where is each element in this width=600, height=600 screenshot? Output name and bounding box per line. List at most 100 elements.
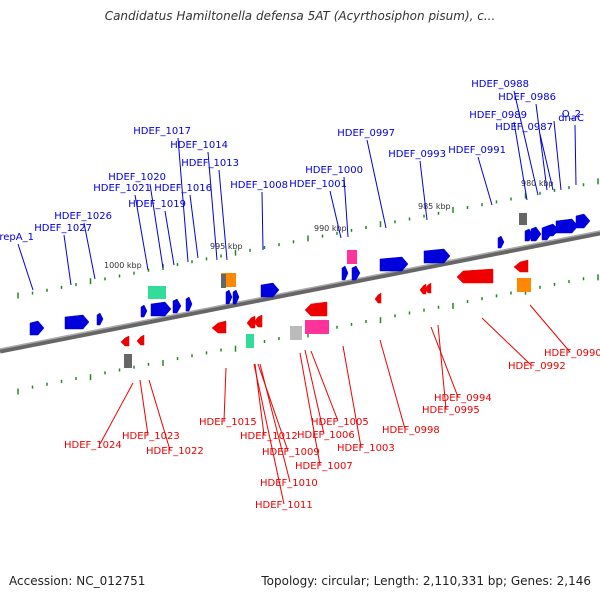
rrna-feature[interactable] [246,334,254,348]
genome-backbone [0,230,600,354]
gene-label-hdef-1022[interactable]: HDEF_1022 [146,446,204,457]
gene-label-hdef-0990[interactable]: HDEF_0990 [544,348,600,359]
reverse-gene-feature[interactable] [211,320,227,334]
gene-label-hdef-0997[interactable]: HDEF_0997 [337,128,395,139]
gene-label-hdef-0992[interactable]: HDEF_0992 [508,361,566,372]
forward-gene-feature[interactable] [29,320,45,336]
gene-label-o-2[interactable]: O_2 [562,109,581,120]
gene-label-hdef-1024[interactable]: HDEF_1024 [64,440,122,451]
gene-label-hdef-1021[interactable]: HDEF_1021 [93,183,151,194]
gene-label-hdef-1017[interactable]: HDEF_1017 [133,126,191,137]
accession-text: Accession: NC_012751 [9,574,146,588]
gene-label-hdef-1020[interactable]: HDEF_1020 [108,172,166,183]
forward-gene-feature[interactable] [225,289,233,305]
reverse-gene-feature[interactable] [136,334,145,346]
gene-label-hdef-1026[interactable]: HDEF_1026 [54,211,112,222]
gene-label-hdef-1015[interactable]: HDEF_1015 [199,417,257,428]
forward-gene-feature[interactable] [140,304,148,318]
gene-label-hdef-0995[interactable]: HDEF_0995 [422,405,480,416]
leader-line [481,317,532,366]
gene-label-hdef-0998[interactable]: HDEF_0998 [382,425,440,436]
forward-gene-feature[interactable] [64,314,90,330]
pseudo-feature[interactable] [519,213,527,225]
leader-line [310,350,339,422]
leader-line [177,137,189,263]
gene-label-hdef-1007[interactable]: HDEF_1007 [295,461,353,472]
leader-line [430,326,459,398]
forward-gene-feature[interactable] [555,218,579,234]
leader-line [539,133,554,191]
gene-label-dnac[interactable]: dnaC [558,113,584,124]
misc-feature[interactable] [517,278,531,292]
reverse-gene-feature[interactable] [120,335,130,347]
pseudo-feature[interactable] [221,274,226,288]
gene-label-hdef-1008[interactable]: HDEF_1008 [230,180,288,191]
leader-line [218,169,228,261]
gene-label-hdef-1001[interactable]: HDEF_1001 [289,179,347,190]
forward-gene-feature[interactable] [575,213,591,229]
gene-label-hdef-0988[interactable]: HDEF_0988 [471,79,529,90]
forward-gene-feature[interactable] [379,256,409,272]
leader-line [513,121,528,201]
gene-label-hdef-1019[interactable]: HDEF_1019 [128,199,186,210]
reverse-gene-feature[interactable] [246,315,256,329]
gene-label-hdef-0991[interactable]: HDEF_0991 [448,145,506,156]
misc-feature[interactable] [228,273,236,287]
gene-label-hdef-1011[interactable]: HDEF_1011 [255,500,313,511]
reverse-gene-feature[interactable] [419,283,427,295]
gene-label-hdef-1006[interactable]: HDEF_1006 [297,430,355,441]
forward-gene-feature[interactable] [96,312,104,326]
gene-label-hdef-1014[interactable]: HDEF_1014 [170,140,228,151]
rrna-feature[interactable] [148,286,166,299]
leader-line [164,210,175,266]
gene-label-hdef-1016[interactable]: HDEF_1016 [154,183,212,194]
scale-label: 980 kbp [521,179,554,188]
forward-gene-feature[interactable] [530,226,542,242]
forward-gene-feature[interactable] [423,248,451,264]
gene-label-hdef-1009[interactable]: HDEF_1009 [262,447,320,458]
leader-line [343,176,349,238]
gene-label-hdef-1003[interactable]: HDEF_1003 [337,443,395,454]
trna-feature[interactable] [347,250,357,264]
gene-label-hdef-0986[interactable]: HDEF_0986 [498,92,556,103]
gene-label-hdef-0994[interactable]: HDEF_0994 [434,393,492,404]
gene-label-hdef-0993[interactable]: HDEF_0993 [388,149,446,160]
gene-label-hdef-0989[interactable]: HDEF_0989 [469,110,527,121]
gene-label-hdef-1000[interactable]: HDEF_1000 [305,165,363,176]
gene-label-hdef-1023[interactable]: HDEF_1023 [122,431,180,442]
leader-line [342,345,362,448]
reverse-gene-feature[interactable] [424,282,432,294]
forward-gene-feature[interactable] [341,265,349,281]
forward-gene-feature[interactable] [497,235,505,249]
forward-gene-feature[interactable] [260,282,280,298]
forward-gene-feature[interactable] [185,296,193,312]
reverse-gene-feature[interactable] [513,259,529,273]
feature-track [29,213,591,368]
forward-gene-feature[interactable] [232,289,240,305]
gene-label-hdef-1012[interactable]: HDEF_1012 [240,431,298,442]
leader-line [17,243,34,291]
gene-label-hdef-1010[interactable]: HDEF_1010 [260,478,318,489]
reverse-gene-feature[interactable] [253,314,263,328]
reverse-gene-feature[interactable] [374,292,382,304]
forward-gene-feature[interactable] [150,301,172,317]
gene-label-hdef-1027[interactable]: HDEF_1027 [34,223,92,234]
pseudo-feature[interactable] [124,354,132,368]
forward-gene-feature[interactable] [351,265,361,281]
gene-label-hdef-1005[interactable]: HDEF_1005 [311,417,369,428]
misc-feature[interactable] [290,326,302,340]
gene-label-hdef-0987[interactable]: HDEF_0987 [495,122,553,133]
reverse-gene-feature[interactable] [304,301,328,317]
leader-line [134,194,149,271]
forward-gene-feature[interactable] [172,298,182,314]
leader-line [529,304,571,353]
gene-label-hdef-1013[interactable]: HDEF_1013 [181,158,239,169]
reverse-gene-feature[interactable] [456,268,494,284]
gene-label-repa-1[interactable]: repA_1 [0,232,34,243]
leader-line [148,379,171,451]
trna-feature[interactable] [305,320,329,334]
leader-line [257,363,289,452]
genome-title: Candidatus Hamiltonella defensa 5AT (Acy… [104,9,496,23]
